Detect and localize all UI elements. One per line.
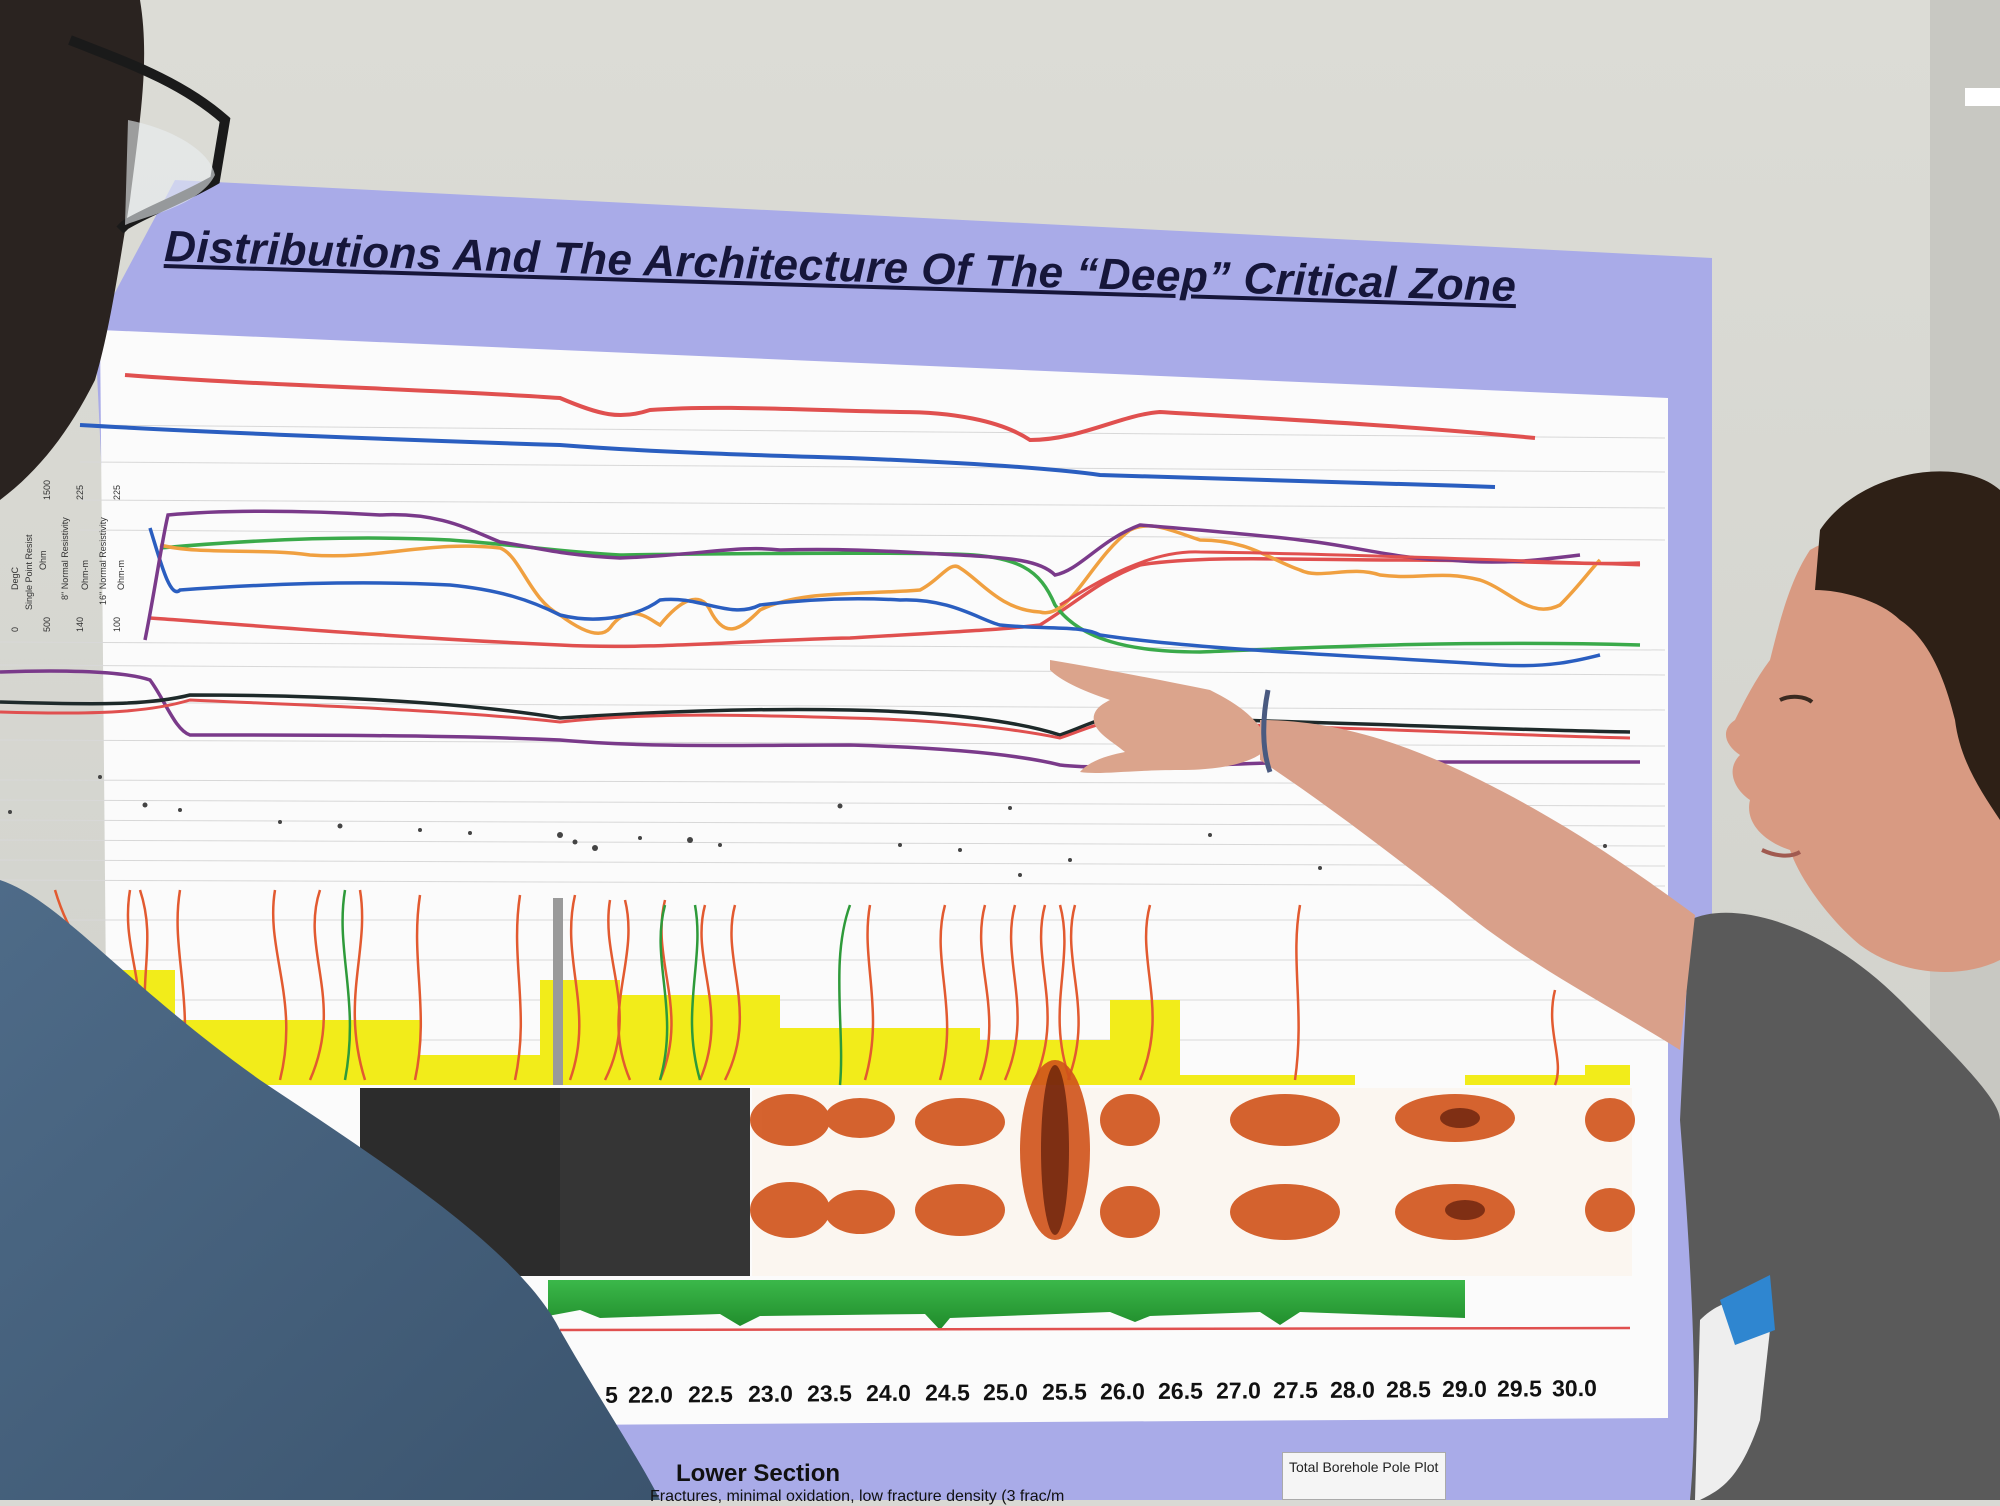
track-value-6: 100	[112, 616, 122, 632]
depth-tick: 29.5	[1496, 1375, 1542, 1402]
bottom-red-line	[559, 1326, 1631, 1332]
left-person-shirt	[0, 880, 660, 1500]
depth-tick: 25.0	[982, 1378, 1028, 1406]
right-person-print	[1695, 1301, 1770, 1500]
track-label-4: 8" Normal Resistivity	[60, 517, 70, 600]
track-value-7: 225	[112, 484, 122, 500]
track-label-6: 16" Normal Resistivity	[98, 517, 108, 605]
top-red-curve	[124, 373, 1536, 443]
depth-tick: 26.5	[1157, 1377, 1203, 1405]
track-label-7: Ohm-m	[116, 560, 126, 590]
pole-plot-label: Total Borehole Pole Plot	[1289, 1459, 1439, 1475]
right-person-mouth	[1761, 848, 1802, 858]
right-person-print-blue	[1720, 1275, 1775, 1345]
depth-tick: 25.5	[1041, 1378, 1087, 1405]
core-image-dark-edge	[560, 1088, 750, 1276]
fracture-traces-green	[341, 889, 852, 1086]
left-person-head	[0, 0, 145, 500]
track-label-5: Ohm-m	[80, 560, 90, 590]
track-label-2: Single Point Resist	[24, 534, 34, 610]
right-person-hair	[1815, 471, 2000, 820]
band2-black-curve	[0, 693, 1631, 737]
mid-red-upper-curve	[1059, 550, 1641, 607]
track-label-1: DegC	[10, 566, 20, 590]
track-value-1: 0	[10, 626, 20, 632]
depth-tick: 24.5	[924, 1379, 970, 1406]
depth-tick: 23.5	[806, 1380, 852, 1407]
depth-tick: 27.5	[1272, 1376, 1318, 1404]
ceiling-light	[1965, 88, 2000, 106]
green-caliper-track	[548, 1280, 1465, 1330]
televiewer-dark-streaks	[1041, 1065, 1485, 1235]
pole-plot-box: Total Borehole Pole Plot	[1282, 1452, 1446, 1500]
track-label-3: Ohm	[38, 550, 48, 570]
scatter-dots	[8, 775, 1607, 877]
depth-tick: 24.0	[865, 1379, 911, 1407]
core-gap-bar	[553, 898, 563, 1085]
depth-tick: 5	[604, 1381, 618, 1408]
track-value-5: 225	[75, 484, 85, 500]
depth-tick: 29.0	[1441, 1375, 1487, 1403]
depth-tick: 22.5	[687, 1381, 733, 1408]
right-person-arm	[1260, 720, 1695, 1050]
televiewer-blobs	[750, 1060, 1635, 1240]
depth-tick: 30.0	[1551, 1374, 1597, 1402]
depth-tick: 27.0	[1215, 1377, 1261, 1404]
top-blue-curve	[79, 423, 1496, 489]
depth-tick: 22.0	[627, 1381, 673, 1408]
mid-orange-curve	[159, 524, 1602, 635]
grid-lines	[0, 424, 1666, 1041]
depth-axis: 5 22.0 22.5 23.0 23.5 24.0 24.5 25.0 25.…	[590, 1375, 1650, 1422]
track-value-4: 140	[75, 616, 85, 632]
poster-footer-band	[560, 1425, 1712, 1500]
mid-blue-curve	[148, 527, 1601, 668]
right-person-eye	[1779, 694, 1814, 704]
track-value-3: 1500	[42, 479, 52, 500]
depth-tick: 28.0	[1329, 1376, 1375, 1403]
depth-tick: 28.5	[1385, 1376, 1431, 1403]
depth-tick: 26.0	[1099, 1378, 1145, 1405]
section-description: Fractures, minimal oxidation, low fractu…	[650, 1488, 1065, 1505]
right-person-wristband	[1261, 689, 1273, 773]
right-person-hand	[1050, 660, 1270, 773]
mid-purple-curve	[143, 509, 1581, 641]
section-title: Lower Section	[676, 1460, 841, 1487]
mid-red-lower-curve	[149, 557, 1641, 649]
track-value-2: 500	[42, 616, 52, 632]
left-person-lens	[125, 120, 215, 225]
depth-tick: 23.0	[747, 1380, 793, 1407]
